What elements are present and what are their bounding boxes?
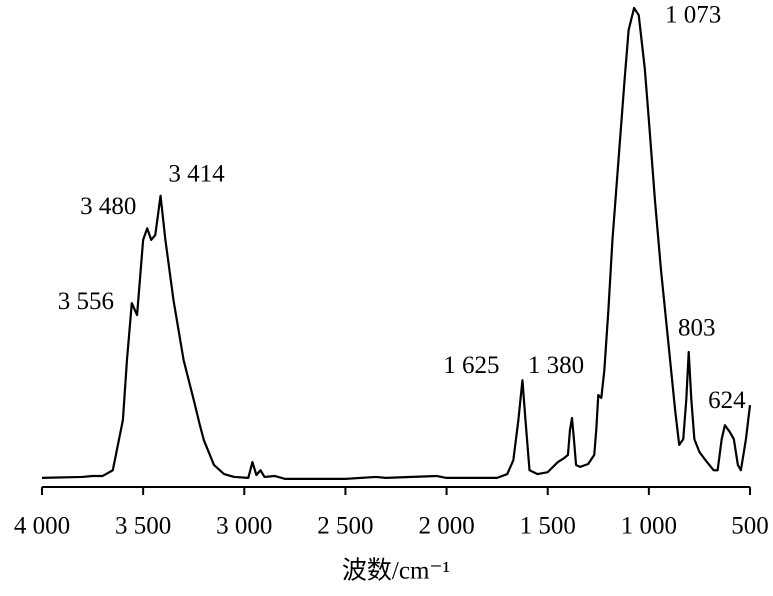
peak-label: 803 — [678, 315, 716, 342]
peak-label: 3 414 — [168, 161, 225, 188]
peak-label: 1 625 — [443, 352, 499, 379]
x-tick-label: 1 000 — [621, 513, 677, 540]
x-tick-label: 1 500 — [520, 513, 576, 540]
x-tick-label: 500 — [731, 513, 769, 540]
x-tick-label: 3 500 — [115, 513, 171, 540]
x-axis-label: 波数/cm⁻¹ — [342, 557, 450, 585]
peak-label: 3 480 — [80, 193, 136, 220]
peak-label: 1 380 — [528, 352, 584, 379]
spectrum-line — [41, 6, 752, 480]
x-tick-label: 2 000 — [418, 513, 474, 540]
peak-label: 3 556 — [58, 288, 114, 315]
peak-label: 624 — [708, 387, 746, 414]
x-tick-label: 2 500 — [317, 513, 373, 540]
x-tick-label: 3 000 — [216, 513, 272, 540]
peak-label: 1 073 — [665, 2, 721, 29]
x-tick-label: 4 000 — [14, 513, 70, 540]
